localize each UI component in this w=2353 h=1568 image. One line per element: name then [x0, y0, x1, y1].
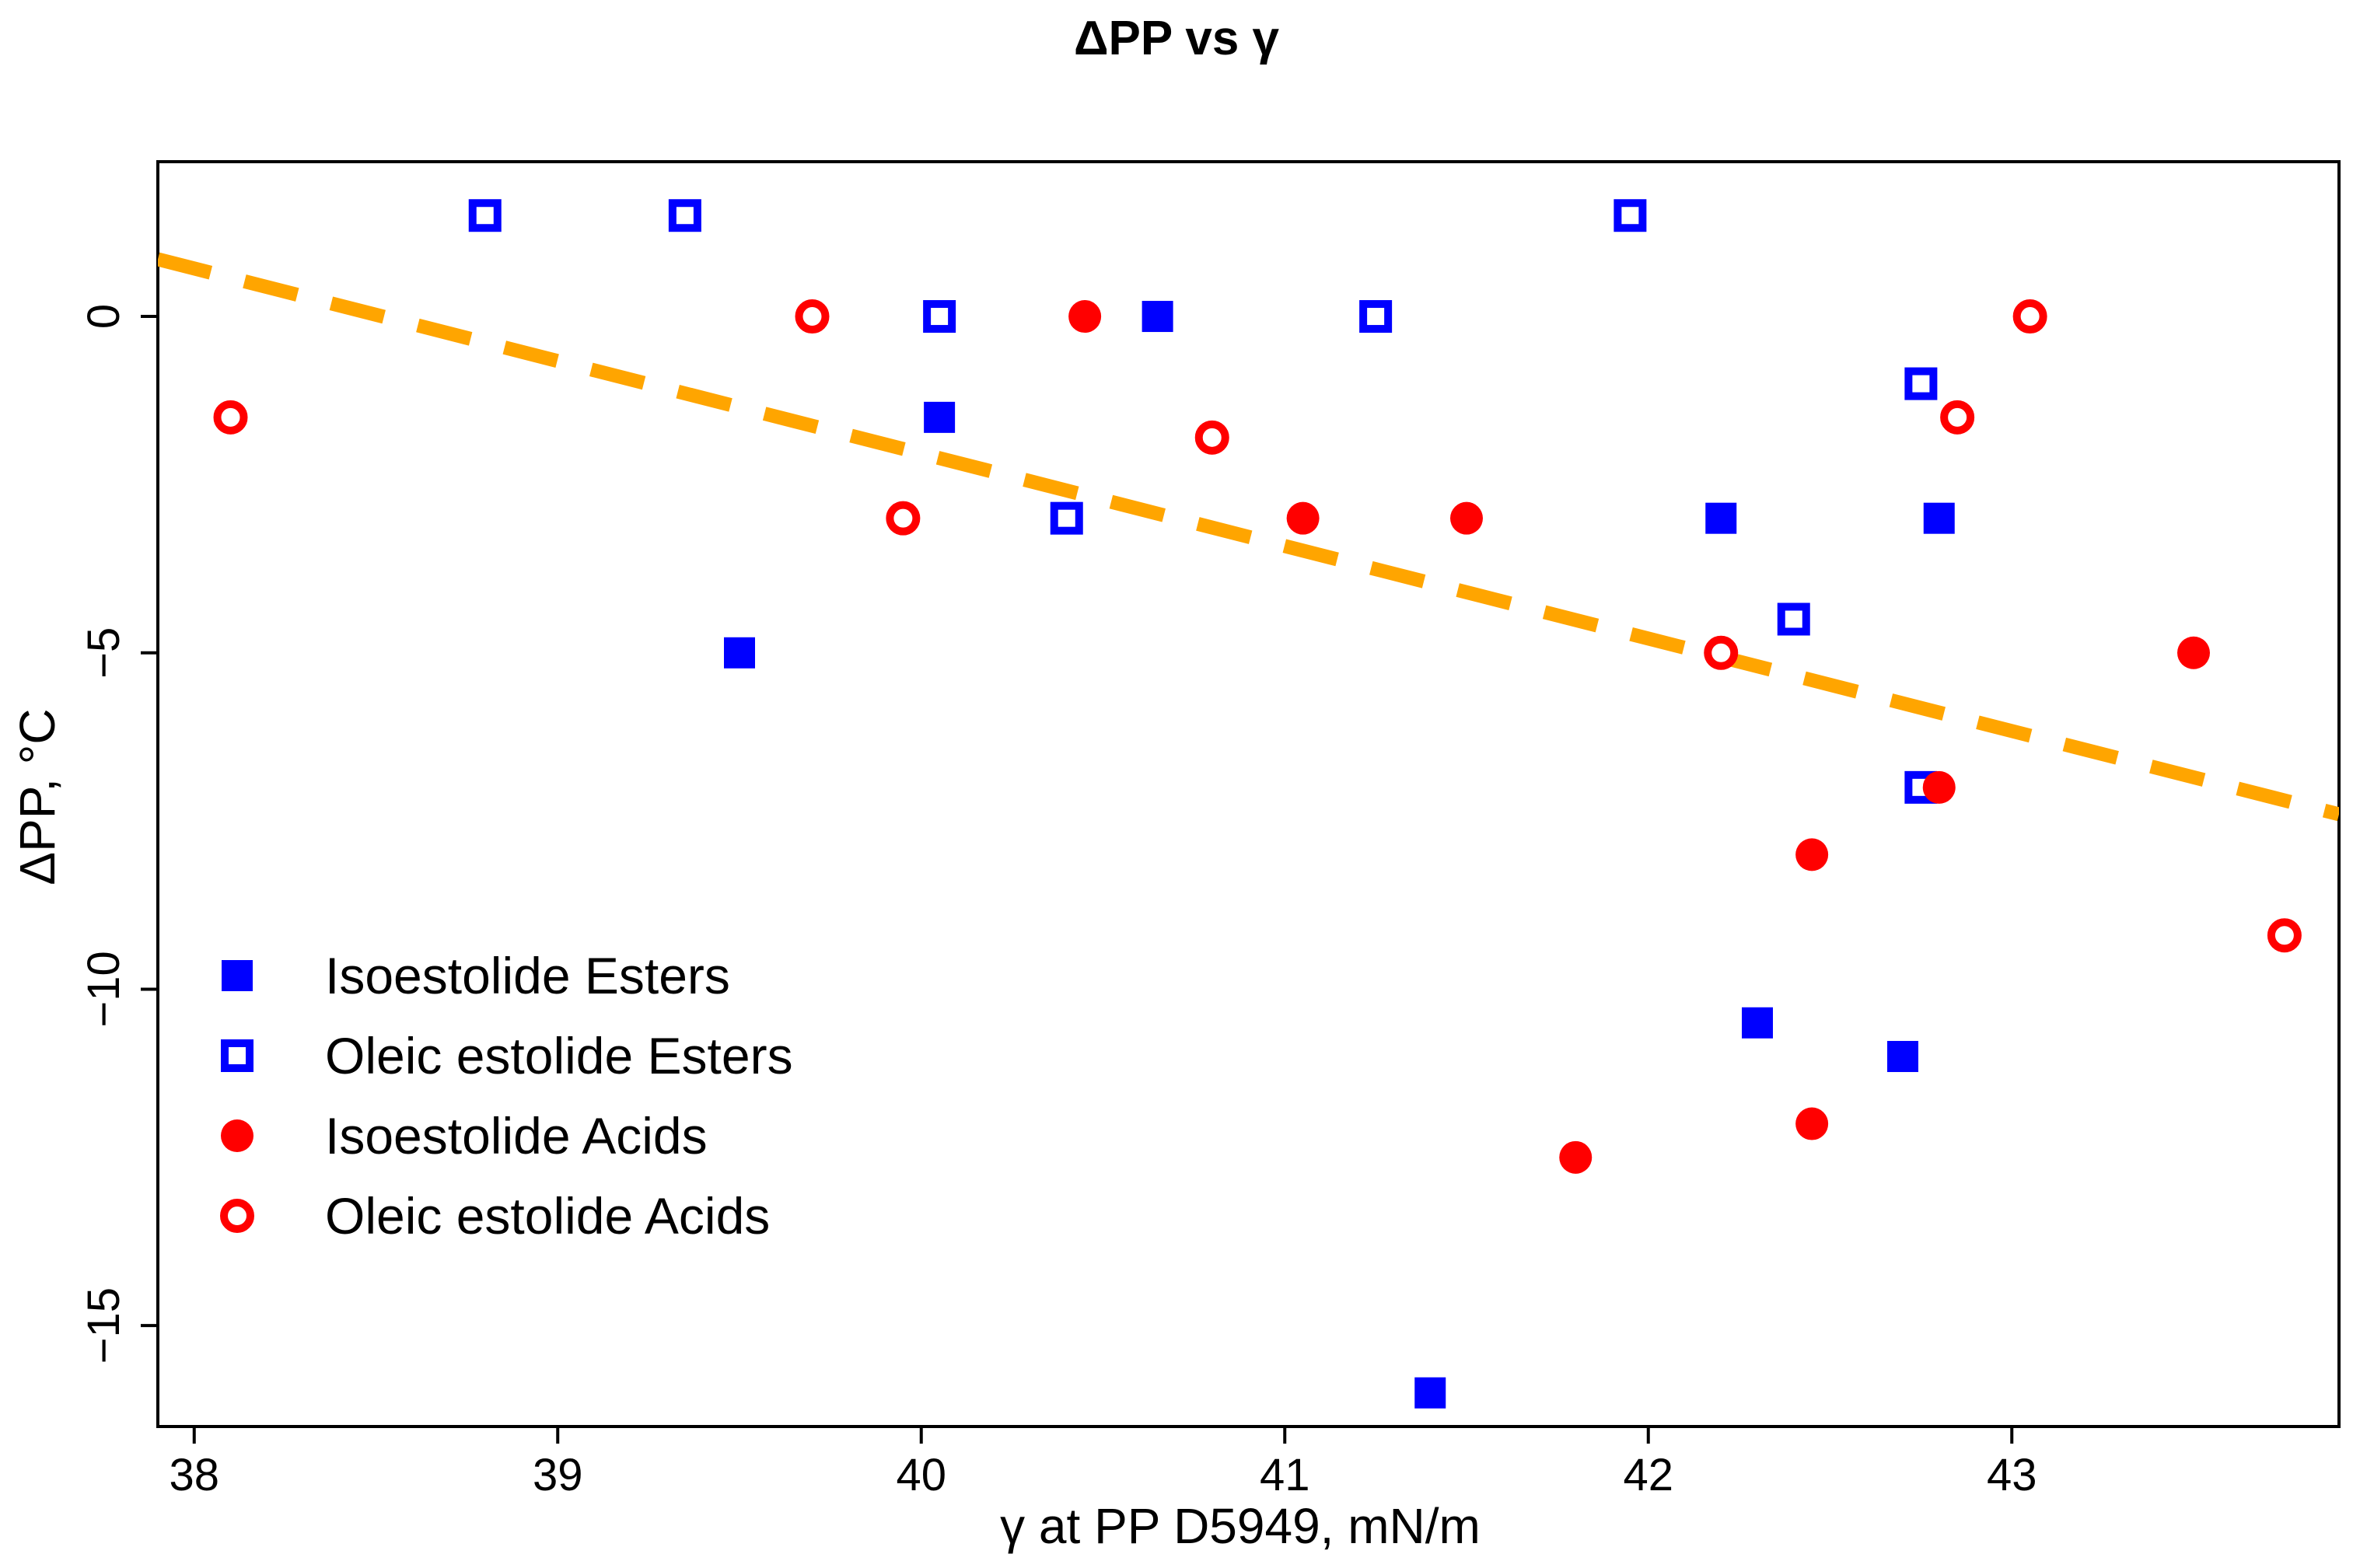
x-tick-label: 40 — [896, 1450, 946, 1500]
data-point — [886, 501, 921, 536]
data-point — [2267, 918, 2302, 953]
data-point — [1904, 367, 1938, 400]
x-tick-label: 41 — [1260, 1450, 1310, 1500]
data-point — [1414, 1377, 1446, 1409]
x-tick-label: 39 — [533, 1450, 583, 1500]
legend-marker — [221, 1119, 253, 1152]
y-tick-label: −5 — [79, 627, 129, 679]
legend: Isoestolide Esters Oleic estolide Esters I… — [220, 947, 793, 1245]
legend-marker — [221, 1039, 253, 1072]
series-isoestolide-acids — [1068, 300, 2210, 1174]
data-point — [1795, 838, 1829, 871]
data-point — [1050, 501, 1083, 535]
series-oleic-estolide-acids — [213, 299, 2302, 953]
data-point — [1068, 300, 1102, 334]
data-point — [1559, 1140, 1593, 1174]
legend-item-isoestolide-esters: Isoestolide Esters — [222, 947, 730, 1004]
data-point — [1704, 635, 1739, 670]
data-point — [1614, 199, 1647, 232]
legend-label: Oleic estolide Acids — [325, 1187, 770, 1245]
data-point — [1286, 501, 1320, 535]
plot-frame — [156, 160, 2341, 1428]
legend-label: Oleic estolide Esters — [325, 1027, 793, 1084]
legend-item-isoestolide-acids: Isoestolide Acids — [221, 1107, 708, 1165]
data-point — [1777, 602, 1810, 636]
y-tick-label: −10 — [79, 951, 129, 1027]
legend-marker — [220, 1199, 254, 1233]
data-point — [1742, 1007, 1773, 1039]
legend-marker — [222, 960, 253, 991]
legend-label: Isoestolide Acids — [325, 1107, 708, 1165]
legend-item-oleic-estolide-esters: Oleic estolide Esters — [221, 1027, 793, 1084]
data-point — [1940, 400, 1975, 435]
data-point — [924, 401, 956, 433]
data-point — [468, 199, 502, 232]
y-axis-label: ΔPP, °C — [9, 708, 65, 885]
chart-title: ΔPP vs γ — [1074, 12, 1280, 65]
data-point — [2177, 636, 2210, 669]
y-tick-label: −15 — [79, 1287, 129, 1364]
data-point — [923, 300, 956, 334]
data-point — [1887, 1041, 1918, 1073]
series-oleic-estolide-esters — [468, 199, 1938, 804]
trend-line — [158, 252, 2339, 822]
data-point — [1359, 300, 1393, 334]
data-point — [213, 400, 248, 435]
legend-item-oleic-estolide-acids: Oleic estolide Acids — [220, 1187, 770, 1245]
y-tick-label: 0 — [79, 304, 129, 329]
x-tick-label: 43 — [1987, 1450, 2037, 1500]
data-point — [668, 199, 701, 232]
x-tick-label: 42 — [1623, 1450, 1673, 1500]
data-point — [795, 299, 830, 334]
data-point — [1923, 502, 1955, 534]
data-point — [1142, 301, 1173, 333]
x-axis-label: γ at PP D5949, mN/m — [1000, 1498, 1481, 1554]
series-isoestolide-esters — [724, 301, 1955, 1409]
data-point — [1194, 420, 1229, 455]
plot-area: 38 39 40 41 42 43 0 −5 −10 −15 — [79, 160, 2341, 1500]
data-point — [2012, 299, 2047, 334]
data-point — [1450, 501, 1483, 535]
data-point — [1795, 1107, 1829, 1140]
data-point — [1705, 502, 1737, 534]
x-tick-label: 38 — [169, 1450, 219, 1500]
data-point — [1922, 770, 1956, 804]
data-point — [724, 637, 755, 669]
legend-label: Isoestolide Esters — [325, 947, 730, 1004]
